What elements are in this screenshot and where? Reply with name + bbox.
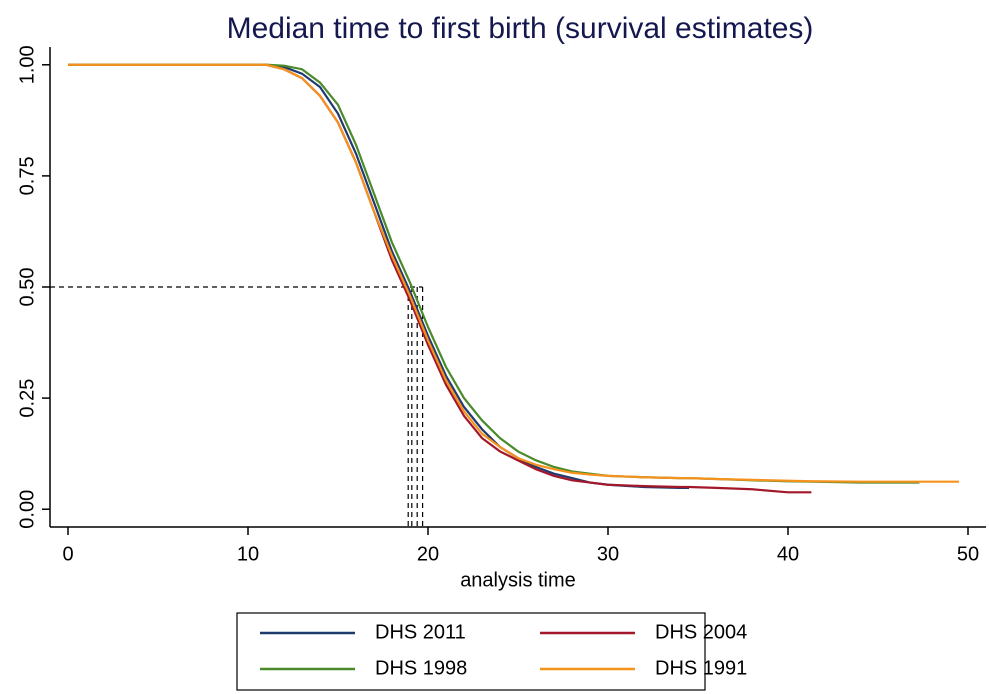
legend-label: DHS 2011 xyxy=(375,621,466,643)
y-tick-label: 1.00 xyxy=(16,45,38,84)
x-tick-label: 0 xyxy=(62,543,73,565)
survival-curve xyxy=(68,63,920,484)
x-tick-label: 40 xyxy=(777,543,799,565)
y-tick-label: 0.50 xyxy=(16,268,38,307)
y-tick-label: 0.75 xyxy=(16,156,38,195)
x-tick-label: 10 xyxy=(237,543,259,565)
x-axis-label: analysis time xyxy=(460,569,576,591)
y-tick-label: 0.00 xyxy=(16,490,38,529)
legend-label: DHS 2004 xyxy=(655,621,747,643)
y-tick-label: 0.25 xyxy=(16,379,38,418)
legend-label: DHS 1998 xyxy=(375,657,467,679)
chart-title: Median time to first birth (survival est… xyxy=(227,12,814,45)
x-tick-label: 30 xyxy=(597,543,619,565)
survival-curve xyxy=(68,63,689,489)
x-tick-label: 50 xyxy=(957,543,979,565)
legend-box xyxy=(236,612,706,691)
x-tick-label: 20 xyxy=(417,543,439,565)
survival-curve xyxy=(68,63,812,494)
legend-label: DHS 1991 xyxy=(655,657,747,679)
survival-curve xyxy=(68,63,959,483)
